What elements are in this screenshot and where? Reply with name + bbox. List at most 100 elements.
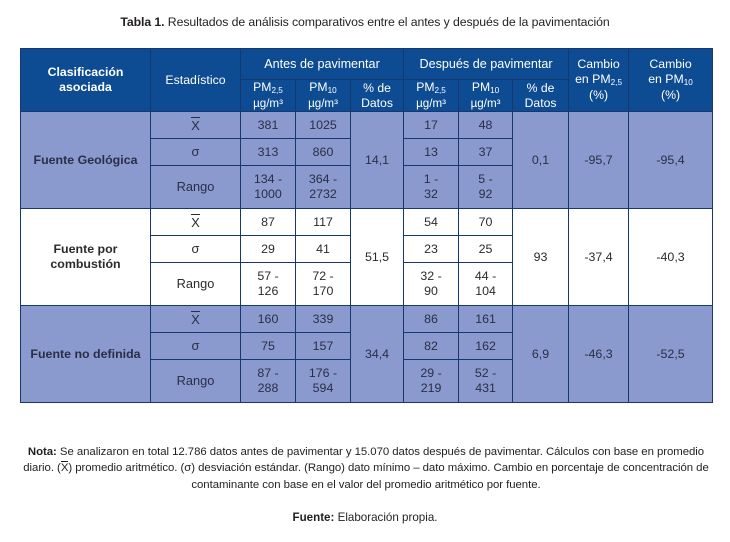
value-before-pm25: 29 <box>240 235 296 263</box>
table-row: Fuente no definida X 160 339 34,4 86 161 6,9 -46… <box>20 305 714 403</box>
table-caption: Tabla 1. Resultados de análisis comparat… <box>20 14 710 30</box>
value-before-pm10: 72 -170 <box>295 262 351 306</box>
comparative-results-table-wrapper: Clasificación asociada Estadístico Antes… <box>20 48 714 403</box>
header-after-pm25-subscript: 2,5 <box>434 86 446 95</box>
table-row: σ 29 41 23 25 <box>21 235 713 263</box>
value-after-pm10: 162 <box>458 332 514 360</box>
value-after-pm10: 52 -431 <box>458 359 514 403</box>
table-row: σ 75 157 82 162 <box>21 332 713 360</box>
value-before-pm25: 87 -288 <box>240 359 296 403</box>
header-row-top: Clasificación asociada Estadístico Antes… <box>20 48 714 112</box>
header-classification: Clasificación asociada <box>20 48 151 112</box>
value-after-pct-data: 0,1 <box>512 111 570 209</box>
header-before-pm10: PM10 µg/m³ <box>295 79 351 112</box>
header-before-pm10-subscript: 10 <box>327 86 337 95</box>
table-row: Fuente Geológica X 381 1025 14,1 17 48 0,1 -95,7… <box>20 111 714 209</box>
header-change-pm25-line2: en PM <box>575 72 611 86</box>
header-change-pm25-subscript: 2,5 <box>610 78 622 87</box>
value-before-pm25: 75 <box>240 332 296 360</box>
header-after-pm10-subscript: 10 <box>490 86 500 95</box>
mean-symbol: X <box>191 116 200 133</box>
header-change-pm10-subscript: 10 <box>683 78 693 87</box>
header-after-pct-data: % de Datos <box>512 79 570 112</box>
header-before-pm25: PM2,5 µg/m³ <box>240 79 296 112</box>
value-after-pm10: 48 <box>458 111 514 139</box>
header-change-pm25-line1: Cambio <box>577 57 620 71</box>
table-note-overline-x: X <box>60 461 69 475</box>
table-caption-text: Resultados de análisis comparativos entr… <box>164 15 610 29</box>
value-after-pm25: 13 <box>403 138 460 166</box>
mean-symbol: X <box>191 310 200 327</box>
value-after-pm25: 86 <box>403 305 460 333</box>
value-after-pm25: 23 <box>403 235 460 263</box>
value-before-pm10: 117 <box>295 208 351 236</box>
table-caption-label: Tabla 1. <box>120 15 165 29</box>
value-after-pm10: 70 <box>458 208 514 236</box>
header-after-pm25: PM2,5 µg/m³ <box>403 79 460 112</box>
value-after-pm25: 29 -219 <box>403 359 460 403</box>
value-after-pct-data: 6,9 <box>512 305 570 403</box>
value-before-pm25: 160 <box>240 305 296 333</box>
value-after-pm10: 161 <box>458 305 514 333</box>
value-after-pct-data: 93 <box>512 208 570 306</box>
value-after-pm25: 32 -90 <box>403 262 460 306</box>
statistic-cell: σ <box>150 235 241 263</box>
value-after-pm10: 44 -104 <box>458 262 514 306</box>
table-row: Rango 87 -288 176 -594 29 -219 52 -431 <box>21 359 713 403</box>
value-change-pm10: -40,3 <box>628 208 714 306</box>
value-before-pm10: 41 <box>295 235 351 263</box>
header-after-pm10-unit: µg/m³ <box>470 96 501 110</box>
value-before-pm25: 134 -1000 <box>240 165 296 209</box>
value-before-pct-data: 51,5 <box>349 208 405 306</box>
value-after-pm25: 1 -32 <box>403 165 460 209</box>
header-before-pm10-text: PM <box>309 80 328 94</box>
value-change-pm25: -37,4 <box>568 208 630 306</box>
value-before-pm25: 87 <box>240 208 296 236</box>
value-before-pct-data: 14,1 <box>349 111 405 209</box>
header-change-pm10-line2: en PM <box>648 72 684 86</box>
value-before-pm25: 313 <box>240 138 296 166</box>
value-change-pm10: -52,5 <box>628 305 714 403</box>
value-before-pm10: 157 <box>295 332 351 360</box>
header-after-pm25-text: PM <box>416 80 435 94</box>
table-header: Clasificación asociada Estadístico Antes… <box>20 48 714 112</box>
value-after-pm25: 82 <box>403 332 460 360</box>
header-change-pm10-line1: Cambio <box>649 57 692 71</box>
value-before-pm25: 381 <box>240 111 296 139</box>
table-row: Rango 134 -1000 364 -2732 1 -32 5 -92 <box>21 165 713 209</box>
header-before-pm25-subscript: 2,5 <box>271 86 283 95</box>
value-change-pm25: -46,3 <box>568 305 630 403</box>
value-before-pm10: 176 -594 <box>295 359 351 403</box>
statistic-cell: X <box>150 305 241 333</box>
header-statistic: Estadístico <box>150 48 241 112</box>
header-group-after: Después de pavimentar <box>403 48 570 80</box>
header-change-pm10: Cambio en PM10 (%) <box>628 48 714 112</box>
header-before-pm25-text: PM <box>253 80 272 94</box>
value-before-pm10: 860 <box>295 138 351 166</box>
header-after-pm10-text: PM <box>471 80 491 94</box>
table-row: Rango 57 -126 72 -170 32 -90 44 -104 <box>21 262 713 306</box>
mean-symbol: X <box>191 213 200 230</box>
value-before-pm10: 339 <box>295 305 351 333</box>
table-note-part2: ) promedio aritmético. (σ) desviación es… <box>68 462 709 491</box>
value-after-pm10: 37 <box>458 138 514 166</box>
value-after-pm25: 17 <box>403 111 460 139</box>
table-body: Fuente Geológica X 381 1025 14,1 17 48 0,1 -95,7… <box>20 111 714 403</box>
value-change-pm10: -95,4 <box>628 111 714 209</box>
statistic-cell: Rango <box>150 262 241 306</box>
header-row-sub: PM2,5 µg/m³ PM10 µg/m³ % de Datos PM2,5 … <box>21 79 713 112</box>
header-before-pm25-unit: µg/m³ <box>253 96 283 110</box>
value-before-pm10: 364 -2732 <box>295 165 351 209</box>
value-before-pm10: 1025 <box>295 111 351 139</box>
table-note-label: Nota: <box>27 446 57 458</box>
statistic-cell: σ <box>150 138 241 166</box>
header-after-pm25-unit: µg/m³ <box>416 96 446 110</box>
value-before-pm25: 57 -126 <box>240 262 296 306</box>
value-before-pct-data: 34,4 <box>349 305 405 403</box>
header-before-pct-data: % de Datos <box>349 79 405 112</box>
value-after-pm25: 54 <box>403 208 460 236</box>
statistic-cell: Rango <box>150 359 241 403</box>
statistic-cell: X <box>150 111 241 139</box>
statistic-cell: σ <box>150 332 241 360</box>
